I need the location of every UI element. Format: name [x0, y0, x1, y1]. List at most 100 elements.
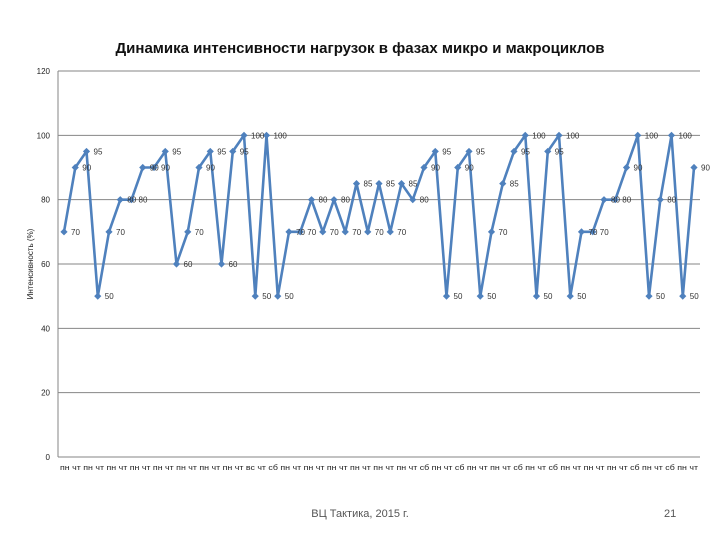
data-label: 80 — [667, 196, 676, 205]
data-point — [94, 292, 102, 300]
data-label: 70 — [330, 228, 339, 237]
data-point — [285, 228, 293, 236]
data-point — [397, 179, 406, 188]
series-line — [62, 134, 696, 298]
data-point — [116, 196, 124, 204]
data-label: 70 — [352, 228, 361, 237]
y-axis-label: Интенсивность (%) — [26, 228, 35, 299]
data-label: 80 — [622, 196, 631, 205]
data-point — [386, 228, 394, 236]
data-label: 85 — [409, 180, 418, 189]
y-tick-label: 60 — [41, 260, 50, 269]
data-label: 95 — [217, 147, 226, 156]
footer-source: ВЦ Тактика, 2015 г. — [311, 508, 409, 520]
data-label: 95 — [442, 147, 451, 156]
data-point — [240, 131, 248, 139]
data-point — [184, 228, 192, 236]
data-point — [577, 228, 586, 236]
data-label: 90 — [634, 164, 643, 173]
data-point — [442, 292, 451, 300]
data-point — [409, 196, 417, 204]
data-point — [645, 292, 653, 300]
data-label: 90 — [465, 164, 474, 173]
data-point — [352, 179, 361, 188]
data-label: 70 — [499, 228, 508, 237]
data-label: 85 — [510, 180, 519, 189]
data-label: 70 — [71, 228, 80, 237]
data-point — [82, 147, 91, 156]
data-label: 70 — [397, 228, 406, 237]
data-point — [229, 147, 237, 156]
data-label: 80 — [127, 196, 136, 205]
data-label: 95 — [240, 147, 249, 156]
data-point — [667, 131, 676, 139]
data-point — [454, 163, 462, 172]
data-label: 80 — [139, 196, 148, 205]
data-label: 100 — [645, 131, 659, 140]
data-label: 50 — [544, 292, 553, 301]
data-label: 50 — [285, 292, 294, 301]
data-label: 70 — [375, 228, 384, 237]
data-point — [60, 228, 68, 236]
data-label: 90 — [82, 164, 91, 173]
data-point — [611, 196, 619, 204]
page-number: 21 — [664, 508, 677, 520]
data-point — [521, 131, 529, 139]
data-label: 70 — [307, 228, 316, 237]
data-label: 70 — [116, 228, 125, 237]
data-label: 100 — [679, 131, 693, 140]
data-label: 70 — [296, 228, 305, 237]
data-point — [251, 292, 259, 300]
data-label: 60 — [184, 260, 193, 269]
data-point — [341, 228, 349, 236]
data-point — [656, 196, 664, 204]
data-label: 90 — [206, 164, 215, 173]
y-tick-label: 80 — [41, 196, 50, 205]
data-point — [195, 163, 203, 172]
data-point — [622, 163, 631, 172]
data-point — [139, 163, 147, 172]
data-label: 90 — [701, 164, 710, 173]
data-point — [566, 292, 574, 300]
data-markers — [60, 131, 698, 300]
data-label: 100 — [251, 131, 265, 140]
data-point — [679, 292, 687, 300]
data-label: 95 — [521, 147, 530, 156]
data-label: 50 — [454, 292, 463, 301]
data-label: 50 — [656, 292, 665, 301]
data-point — [476, 292, 484, 300]
data-label: 90 — [161, 164, 170, 173]
chart-title: Динамика интенсивности нагрузок в фазах … — [115, 40, 605, 57]
data-point — [319, 228, 327, 236]
data-point — [589, 228, 597, 236]
data-label: 80 — [341, 196, 350, 205]
data-label: 70 — [600, 228, 609, 237]
data-point — [330, 196, 338, 204]
data-point — [161, 147, 169, 156]
data-point — [364, 228, 372, 236]
data-label: 80 — [420, 196, 429, 205]
data-label: 50 — [262, 292, 271, 301]
data-label: 50 — [690, 292, 699, 301]
data-point — [544, 147, 552, 156]
data-point — [420, 163, 428, 172]
data-point — [262, 131, 271, 139]
data-label: 50 — [105, 292, 114, 301]
data-point — [431, 147, 439, 156]
data-label: 85 — [386, 180, 395, 189]
data-label: 100 — [532, 131, 546, 140]
y-tick-label: 100 — [37, 131, 51, 140]
data-label: 90 — [150, 164, 159, 173]
data-label: 95 — [94, 147, 103, 156]
data-point — [690, 163, 698, 172]
y-tick-label: 0 — [46, 453, 51, 462]
data-point — [375, 179, 383, 188]
data-label: 100 — [274, 131, 288, 140]
y-tick-label: 120 — [37, 67, 51, 76]
data-point — [71, 163, 79, 172]
data-point — [307, 196, 316, 204]
data-label: 50 — [577, 292, 586, 301]
data-label: 80 — [319, 196, 328, 205]
data-point — [499, 179, 507, 188]
